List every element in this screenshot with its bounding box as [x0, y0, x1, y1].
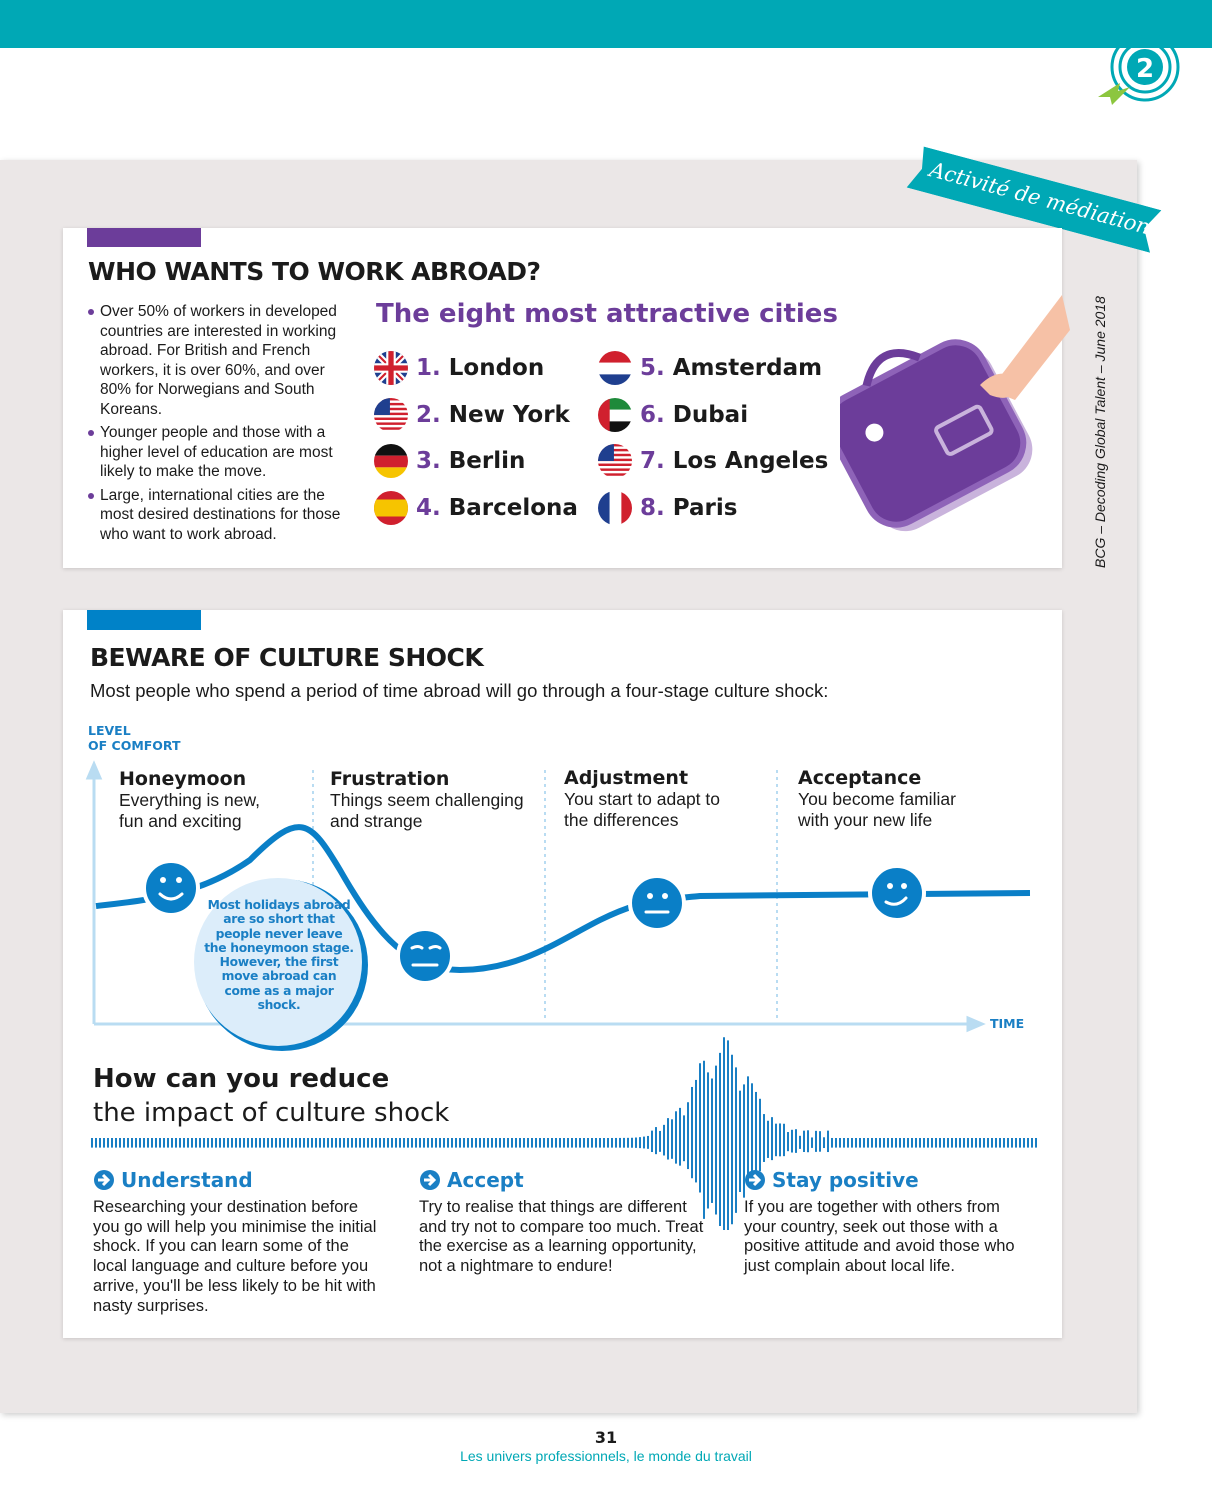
callout: Most holidays abroad are so short that p…	[204, 898, 354, 1013]
stage-name: Adjustment	[564, 767, 689, 789]
city-name: Berlin	[448, 448, 526, 474]
city-name: Los Angeles	[672, 448, 829, 474]
tip: Stay positive If you are together with o…	[744, 1168, 1024, 1277]
tip-title: Stay positive	[772, 1168, 919, 1192]
flag	[598, 397, 632, 432]
tag: Activité de médiation	[906, 145, 1162, 253]
city: 3. Berlin	[374, 441, 525, 481]
city-list: 1. London 2. New York 3. Berlin 4. Barcelona 5. A…	[374, 348, 844, 538]
flag	[374, 444, 408, 478]
city-rank: 2.	[416, 401, 441, 428]
city: 6. Dubai	[598, 395, 748, 435]
city-rank: 5.	[640, 355, 665, 381]
city-name: Amsterdam	[672, 355, 823, 381]
waveform	[91, 1037, 1037, 1230]
city-rank: 8.	[640, 494, 665, 521]
axis-y-label: OF COMFORT	[88, 738, 181, 753]
badge-graphic: 2	[1098, 32, 1180, 105]
city: 8. Paris	[598, 488, 737, 528]
tip-icon	[94, 1170, 114, 1190]
bullet: Younger people and those with a higher l…	[88, 423, 356, 482]
city-name: London	[448, 355, 545, 381]
flag	[598, 444, 632, 478]
city-name: Paris	[672, 494, 738, 521]
city: 4. Barcelona	[374, 488, 578, 528]
top-bar	[0, 0, 1212, 48]
tip-title: Accept	[447, 1168, 524, 1192]
flag	[374, 397, 408, 432]
footer-text: Les univers professionnels, le monde du …	[460, 1448, 752, 1464]
bullets: Over 50% of workers in developed countri…	[88, 302, 356, 548]
badge-number: 2	[1136, 54, 1154, 84]
intro: Most people who spend a period of time a…	[90, 680, 829, 701]
tip-icon	[745, 1170, 765, 1190]
reduce-title: How can you reduce	[93, 1064, 390, 1094]
city-rank: 3.	[416, 448, 441, 474]
stage: Frustration Things seem challenging and s…	[330, 769, 540, 832]
flag	[598, 490, 632, 525]
city-name: Dubai	[672, 401, 749, 428]
reduce-subtitle: the impact of culture shock	[93, 1098, 450, 1128]
city-name: New York	[448, 401, 570, 428]
culture-curve: LEVEL OF COMFORT TIME	[85, 723, 1031, 1051]
city: 1. London	[374, 348, 544, 388]
tip: Understand Researching your destination …	[93, 1168, 383, 1316]
city: 5. Amsterdam	[598, 348, 822, 388]
stage-description: You start to adapt to the differences	[564, 789, 720, 830]
bullet: Large, international cities are the most…	[88, 486, 356, 545]
suitcase-illustration	[840, 295, 1070, 532]
city-rank: 6.	[640, 401, 665, 428]
stage-name: Frustration	[330, 768, 450, 790]
bullet: Over 50% of workers in developed countri…	[88, 302, 356, 419]
city-name: Barcelona	[448, 494, 578, 521]
cities-title: The eight most attractive cities	[376, 299, 838, 329]
city-rank: 4.	[416, 494, 441, 521]
flag	[374, 351, 408, 385]
city: 7. Los Angeles	[598, 441, 828, 481]
axis-y-label: LEVEL	[88, 723, 131, 738]
city: 2. New York	[374, 395, 570, 435]
tab	[87, 228, 201, 247]
tag-ribbon	[906, 146, 1162, 253]
source: BCG – Decoding Global Talent – June 2018	[1092, 296, 1108, 568]
flag	[374, 490, 408, 525]
tip: Accept Try to realise that things are di…	[419, 1168, 711, 1277]
stage-description: Everything is new, fun and exciting	[119, 790, 261, 831]
tip-title: Understand	[121, 1168, 253, 1192]
stage-description: You become familiar with your new life	[798, 789, 956, 830]
tip-text: Try to realise that things are different…	[419, 1198, 704, 1276]
tip-icon	[420, 1170, 440, 1190]
flag	[598, 351, 632, 385]
stage: Adjustment You start to adapt to the diff…	[564, 768, 734, 831]
section-title: BEWARE OF CULTURE SHOCK	[90, 643, 484, 672]
axis-x-label: TIME	[990, 1016, 1024, 1031]
section-title: WHO WANTS TO WORK ABROAD?	[88, 257, 541, 286]
city-rank: 7.	[640, 448, 665, 474]
stage: Honeymoon Everything is new, fun and exci…	[119, 769, 284, 832]
stage-name: Acceptance	[798, 767, 922, 789]
stage: Acceptance You become familiar with your …	[798, 768, 988, 831]
tab	[87, 610, 201, 630]
stage-name: Honeymoon	[119, 768, 247, 790]
tip-text: Researching your destination before you …	[93, 1198, 377, 1315]
stage-description: Things seem challenging and strange	[330, 790, 524, 831]
page-number: 31	[594, 1428, 618, 1447]
city-rank: 1.	[416, 355, 441, 381]
tip-text: If you are together with others from you…	[744, 1198, 1015, 1276]
